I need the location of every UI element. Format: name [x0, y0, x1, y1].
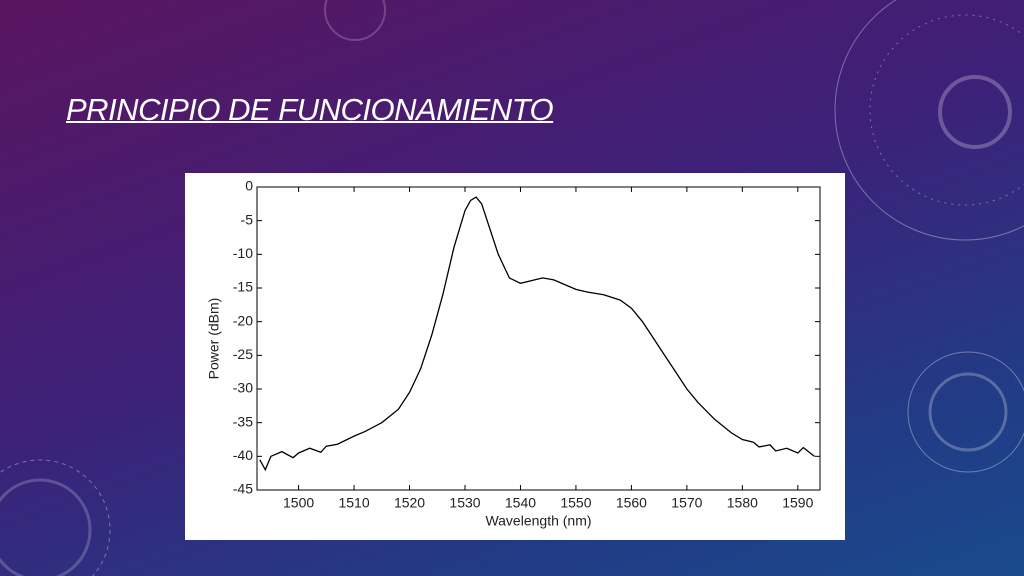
- x-tick-label: 1540: [505, 495, 536, 511]
- x-axis-label: Wavelength (nm): [485, 513, 591, 529]
- x-tick-label: 1510: [338, 495, 369, 511]
- x-tick-label: 1550: [560, 495, 591, 511]
- x-tick-label: 1560: [616, 495, 647, 511]
- x-tick-label: 1590: [782, 495, 813, 511]
- y-tick-label: -15: [233, 279, 253, 295]
- x-tick-label: 1500: [283, 495, 314, 511]
- chart: 1500 1510 1520 1530 1540 1550 1560 1570 1580 1590…: [185, 173, 845, 540]
- y-tick-label: -35: [233, 413, 253, 429]
- y-tick-label: 0: [245, 178, 253, 194]
- y-tick-label: -25: [233, 346, 253, 362]
- x-tick-label: 1570: [671, 495, 702, 511]
- x-tick-label: 1520: [394, 495, 425, 511]
- y-tick-label: -30: [233, 380, 253, 396]
- y-tick-label: -10: [233, 245, 253, 261]
- y-tick-label: -5: [241, 211, 254, 227]
- y-tick-label: -40: [233, 447, 253, 463]
- x-tick-label: 1580: [727, 495, 758, 511]
- data-line: [259, 196, 815, 472]
- plot-frame: [256, 186, 821, 491]
- x-tick-label: 1530: [449, 495, 480, 511]
- slide-title: PRINCIPIO DE FUNCIONAMIENTO: [66, 92, 554, 127]
- y-tick-label: -20: [233, 312, 253, 328]
- y-tick-label: -45: [233, 481, 253, 497]
- y-axis-label: Power (dBm): [206, 298, 222, 380]
